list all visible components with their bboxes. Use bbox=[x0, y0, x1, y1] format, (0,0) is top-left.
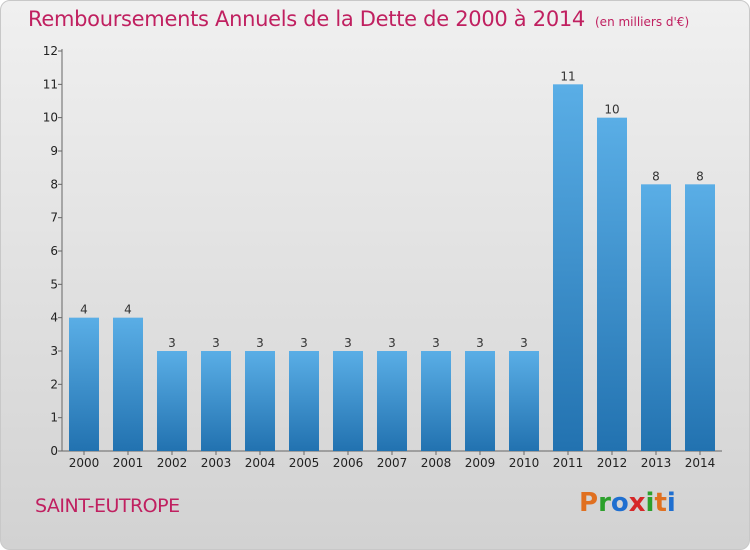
bar bbox=[641, 184, 671, 452]
x-tick-label: 2011 bbox=[553, 456, 584, 470]
value-label: 3 bbox=[344, 336, 352, 350]
y-tick-label: 0 bbox=[50, 444, 58, 458]
x-tick-label: 2003 bbox=[201, 456, 232, 470]
x-tick-label: 2010 bbox=[509, 456, 540, 470]
bar bbox=[509, 351, 539, 451]
bar bbox=[333, 351, 363, 451]
value-label: 3 bbox=[212, 336, 220, 350]
bar bbox=[69, 317, 99, 451]
value-label: 11 bbox=[560, 69, 575, 83]
logo-letter: t bbox=[654, 488, 667, 518]
logo-letter: i bbox=[645, 488, 655, 518]
x-tick-label: 2013 bbox=[641, 456, 672, 470]
place-name: SAINT-EUTROPE bbox=[35, 495, 180, 517]
logo-letter: i bbox=[666, 488, 676, 518]
x-tick-label: 2009 bbox=[465, 456, 496, 470]
value-label: 3 bbox=[300, 336, 308, 350]
x-tick-label: 2006 bbox=[333, 456, 364, 470]
y-tick-label: 8 bbox=[50, 177, 58, 191]
bar bbox=[201, 351, 231, 451]
proxiti-logo: Proxiti bbox=[579, 488, 676, 518]
x-axis-labels: 2000 2001 2002 2003 2004 2005 2006 2007 2008 2009… bbox=[69, 456, 716, 470]
bar bbox=[157, 351, 187, 451]
x-tick-label: 2004 bbox=[245, 456, 276, 470]
value-label: 4 bbox=[124, 303, 132, 317]
y-tick-label: 6 bbox=[50, 244, 58, 258]
y-tick-label: 12 bbox=[43, 44, 58, 58]
bar bbox=[289, 351, 319, 451]
value-label: 4 bbox=[80, 303, 88, 317]
x-tick-label: 2002 bbox=[157, 456, 188, 470]
logo-letter: x bbox=[628, 488, 646, 518]
value-label: 3 bbox=[432, 336, 440, 350]
title-row: Remboursements Annuels de la Dette de 20… bbox=[28, 7, 689, 31]
y-tick-label: 7 bbox=[50, 211, 58, 225]
value-label: 3 bbox=[388, 336, 396, 350]
bar bbox=[553, 84, 583, 451]
value-labels: 4 4 3 3 3 3 3 3 3 3 3 11 10 8 8 bbox=[80, 69, 704, 350]
y-tick-label: 10 bbox=[43, 111, 58, 125]
bar bbox=[113, 317, 143, 451]
chart-subtitle: (en milliers d'€) bbox=[595, 15, 690, 29]
y-tick-label: 2 bbox=[50, 377, 58, 391]
value-label: 3 bbox=[256, 336, 264, 350]
value-label: 10 bbox=[604, 103, 619, 117]
bar bbox=[245, 351, 275, 451]
value-label: 3 bbox=[520, 336, 528, 350]
x-tick-label: 2014 bbox=[685, 456, 716, 470]
logo-letter: o bbox=[610, 488, 629, 518]
x-tick-label: 2005 bbox=[289, 456, 320, 470]
bar bbox=[597, 117, 627, 452]
y-tick-label: 1 bbox=[50, 411, 58, 425]
bars bbox=[69, 84, 715, 452]
value-label: 3 bbox=[168, 336, 176, 350]
x-tick-label: 2008 bbox=[421, 456, 452, 470]
bar bbox=[685, 184, 715, 452]
x-tick-label: 2012 bbox=[597, 456, 628, 470]
bar bbox=[377, 351, 407, 451]
y-tick-label: 5 bbox=[50, 277, 58, 291]
x-tick-label: 2001 bbox=[113, 456, 144, 470]
value-label: 3 bbox=[476, 336, 484, 350]
value-label: 8 bbox=[652, 169, 660, 183]
y-tick-label: 3 bbox=[50, 344, 58, 358]
x-tick-label: 2000 bbox=[69, 456, 100, 470]
y-tick-label: 4 bbox=[50, 311, 58, 325]
logo-letter: P bbox=[579, 488, 599, 518]
y-tick-label: 11 bbox=[43, 77, 58, 91]
value-label: 8 bbox=[696, 169, 704, 183]
logo-letter: r bbox=[598, 488, 611, 518]
y-tick-label: 9 bbox=[50, 144, 58, 158]
x-tick-label: 2007 bbox=[377, 456, 408, 470]
bar bbox=[421, 351, 451, 451]
bar bbox=[465, 351, 495, 451]
chart-title: Remboursements Annuels de la Dette de 20… bbox=[28, 7, 585, 31]
